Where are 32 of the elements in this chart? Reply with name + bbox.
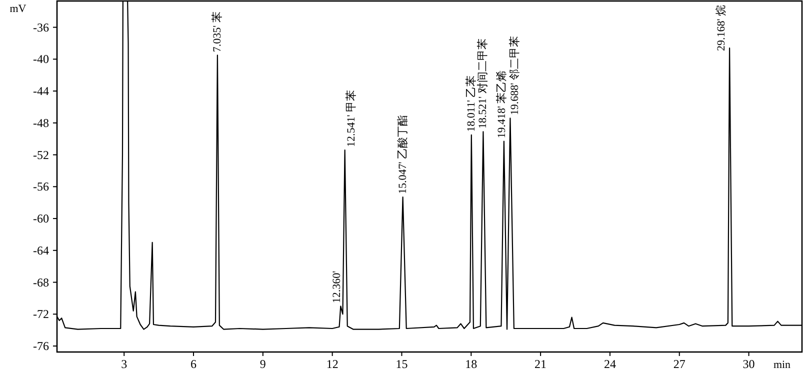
annotation: 29.168' 烷 bbox=[714, 4, 728, 51]
x-tick-label: 18 bbox=[465, 357, 478, 371]
x-tick-label: 21 bbox=[534, 357, 547, 371]
y-tick-label: -68 bbox=[33, 275, 49, 290]
y-tick-label: -56 bbox=[33, 180, 49, 194]
annotation: 18.011' 乙苯 bbox=[464, 75, 478, 132]
y-tick-label: -40 bbox=[33, 52, 49, 66]
annotation: 18.521' 对间二甲苯 bbox=[476, 38, 490, 129]
x-tick-label: 24 bbox=[604, 357, 616, 371]
y-tick-label: -48 bbox=[33, 116, 49, 130]
annotation: 19.418' 苯乙烯 bbox=[495, 70, 508, 138]
annotation: 12.541' 甲苯 bbox=[344, 90, 358, 148]
y-tick-label: -72 bbox=[33, 307, 49, 322]
x-tick-label: 9 bbox=[260, 357, 266, 371]
x-tick-label: 12 bbox=[326, 357, 338, 371]
x-axis-title: min bbox=[773, 359, 792, 371]
y-tick-label: -60 bbox=[33, 212, 49, 226]
x-tick-label: 27 bbox=[673, 357, 686, 371]
y-tick-label: -64 bbox=[33, 243, 49, 258]
y-tick-label: -36 bbox=[33, 20, 49, 34]
annotation: 12.360' bbox=[330, 270, 343, 304]
y-tick-label: -52 bbox=[33, 148, 49, 162]
annotation: 19.688' 邻二甲苯 bbox=[508, 36, 521, 116]
y-tick-label: -44 bbox=[33, 84, 49, 98]
annotation: 7.035' 苯 bbox=[210, 12, 224, 52]
y-axis-title: mV bbox=[10, 3, 26, 15]
x-tick-label: 30 bbox=[742, 357, 755, 371]
x-tick-label: 3 bbox=[121, 357, 128, 371]
x-tick-label: 6 bbox=[190, 357, 197, 371]
annotation: 15.047' 乙酸丁酯 bbox=[396, 115, 409, 194]
y-tick-label: -76 bbox=[33, 339, 49, 354]
x-tick-label: 15 bbox=[396, 357, 408, 371]
